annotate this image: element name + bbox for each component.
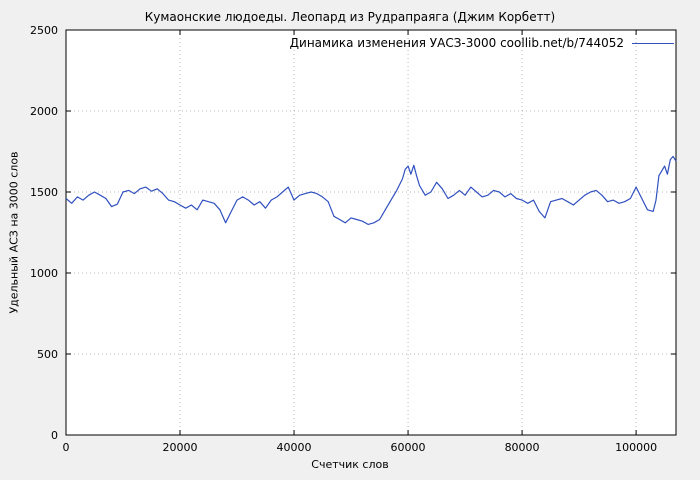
x-tick-label: 60000: [391, 441, 426, 454]
series-line: [65, 155, 677, 225]
y-axis-label: Удельный АСЗ на 3000 слов: [7, 151, 21, 314]
plot-border: [65, 29, 677, 436]
x-tick-label: 20000: [163, 441, 198, 454]
plot-background: [66, 30, 676, 435]
x-axis-label: Счетчик слов: [311, 458, 389, 471]
y-tick-label: 500: [37, 348, 58, 361]
x-tick-label: 40000: [277, 441, 312, 454]
legend-label: Динамика изменения УАСЗ-3000 coollib.net…: [289, 36, 624, 50]
y-tick-label: 2500: [30, 24, 58, 37]
legend-line-sample: [632, 42, 674, 44]
x-tick-label: 100000: [615, 441, 657, 454]
x-tick-label: 80000: [505, 441, 540, 454]
y-tick-label: 1500: [30, 186, 58, 199]
y-tick-label: 2000: [30, 105, 58, 118]
y-tick-label: 0: [51, 429, 58, 442]
legend: Динамика изменения УАСЗ-3000 coollib.net…: [290, 36, 674, 50]
x-tick-label: 0: [63, 441, 70, 454]
y-tick-label: 1000: [30, 267, 58, 280]
chart-title: Кумаонские людоеды. Леопард из Рудрапрая…: [144, 10, 556, 24]
